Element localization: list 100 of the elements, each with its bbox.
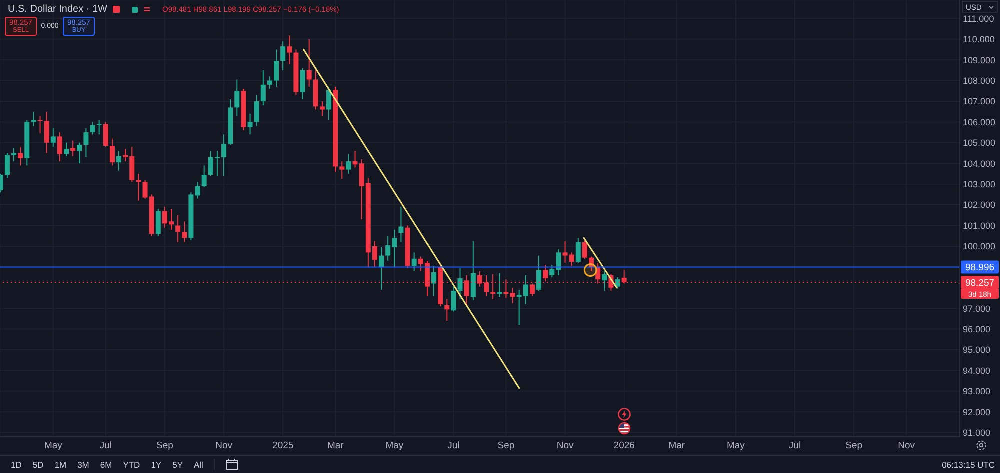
candlestick: [103, 122, 108, 148]
y-tick-label: 110.000: [963, 34, 995, 45]
y-tick-label: 93.000: [963, 386, 991, 397]
candlestick: [18, 146, 24, 166]
candlestick: [576, 238, 581, 264]
text: 1Y: [151, 460, 162, 470]
candlestick: [70, 140, 76, 157]
candlestick: [615, 277, 620, 290]
candlestick: [326, 86, 332, 121]
text: 5Y: [172, 460, 183, 470]
text: 1D: [11, 460, 22, 470]
candlestick: [497, 272, 502, 298]
y-tick-label: 97.000: [963, 304, 991, 314]
candlestick: [44, 111, 50, 154]
candlestick: [470, 240, 476, 301]
candlestick: [4, 152, 10, 179]
x-tick-label: Nov: [898, 440, 916, 452]
candlestick: [346, 154, 352, 174]
text: YTD: [123, 460, 140, 470]
x-tick-label: Nov: [216, 440, 233, 452]
candlestick: [274, 49, 280, 88]
candlestick: [248, 113, 253, 136]
candlestick: [176, 214, 181, 243]
candlestick: [412, 252, 417, 272]
ref-line-label: 98.257: [965, 278, 995, 289]
x-tick-label: May: [386, 440, 404, 452]
y-tick-label: 92.000: [963, 407, 991, 418]
y-tick-label: 101.000: [963, 220, 996, 231]
text: 06:13:15 UTC: [942, 458, 995, 472]
candlestick: [202, 165, 207, 188]
candlestick: [306, 38, 312, 88]
candlestick: [451, 286, 456, 312]
x-tick-label: Jul: [100, 440, 112, 452]
y-tick-label: 105.000: [963, 138, 996, 148]
candlestick: [340, 161, 345, 180]
candlestick: [116, 150, 122, 172]
text: 1M: [54, 460, 67, 470]
candlestick: [379, 246, 384, 290]
x-tick-label: May: [44, 440, 63, 452]
y-tick-label: 96.000: [963, 324, 991, 334]
candlestick: [96, 120, 102, 136]
x-tick-label: 2026: [614, 440, 635, 452]
candlestick: [582, 240, 588, 260]
chart-title: U.S. Dollar Index · 1W: [8, 4, 108, 15]
y-tick-label: 108.000: [963, 76, 996, 86]
candlestick: [234, 79, 240, 116]
text: 6M: [100, 460, 112, 470]
candlestick: [536, 255, 542, 292]
y-tick-label: 109.000: [963, 55, 996, 66]
candlestick: [530, 283, 535, 297]
candlestick: [300, 68, 306, 100]
candlestick: [543, 264, 548, 282]
candlestick: [260, 70, 266, 106]
candlestick: [254, 94, 260, 127]
x-tick-label: Nov: [556, 440, 574, 452]
candlestick: [195, 182, 200, 200]
x-tick-label: Sep: [846, 440, 863, 452]
y-tick-label: 94.000: [963, 366, 991, 376]
candlestick: [90, 122, 96, 136]
candlestick: [182, 221, 188, 243]
x-tick-label: Mar: [327, 440, 344, 452]
candlestick: [64, 142, 70, 157]
text: 5D: [32, 460, 44, 470]
candlestick: [84, 128, 89, 158]
y-tick-label: 104.000: [963, 158, 996, 169]
candlestick: [31, 111, 36, 127]
candlestick: [222, 134, 227, 177]
y-tick-label: 91.000: [963, 428, 991, 438]
candlestick: [602, 270, 608, 292]
x-tick-label: Mar: [668, 440, 686, 452]
x-tick-label: May: [726, 440, 746, 452]
x-tick-label: Sep: [156, 440, 174, 452]
candlestick: [156, 208, 161, 237]
x-tick-label: 2025: [272, 440, 294, 452]
candlestick: [320, 100, 325, 116]
y-tick-label: 106.000: [963, 117, 996, 128]
text: All: [194, 460, 204, 470]
candlestick: [458, 268, 463, 300]
candlestick: [38, 115, 43, 134]
candlestick: [444, 298, 450, 322]
candlestick: [136, 173, 142, 202]
y-tick-label: 95.000: [963, 345, 991, 356]
y-tick-label: 103.000: [963, 180, 996, 190]
candlestick: [77, 142, 82, 164]
candlestick: [12, 148, 17, 162]
y-tick-label: 100.000: [963, 242, 996, 252]
candlestick: [432, 266, 437, 297]
candlestick: [287, 35, 292, 65]
x-tick-label: Sep: [498, 440, 515, 452]
candlestick: [267, 76, 272, 90]
candlestick: [280, 40, 286, 71]
candlestick: [589, 256, 594, 272]
ref-line-label: 98.996: [965, 262, 995, 274]
y-tick-label: 111.000: [963, 14, 994, 24]
candlestick: [50, 128, 56, 148]
y-tick-label: 107.000: [963, 96, 996, 107]
candlestick: [510, 287, 516, 304]
text: 3M: [78, 460, 90, 470]
x-tick-label: Jul: [788, 440, 802, 452]
x-tick-label: Jul: [448, 440, 460, 452]
